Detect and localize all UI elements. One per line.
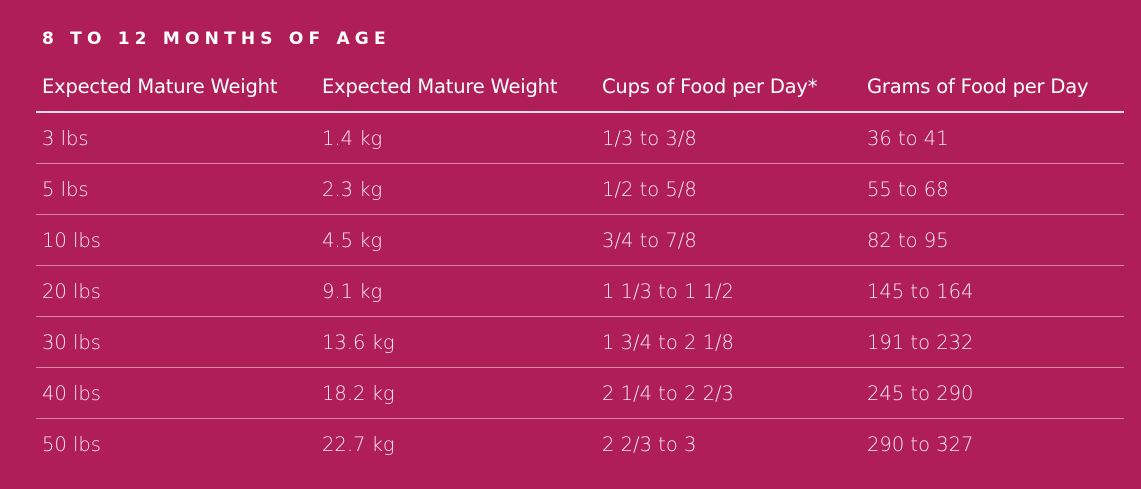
cell-cups: 3/4 to 7/8 bbox=[596, 214, 861, 266]
header-cups-per-day: Cups of Food per Day* bbox=[596, 62, 861, 113]
table-row: 20 lbs 9.1 kg 1 1/3 to 1 1/2 145 to 164 bbox=[36, 265, 1124, 317]
cell-cups: 1/2 to 5/8 bbox=[596, 163, 861, 215]
cell-weight-kg: 13.6 kg bbox=[316, 316, 596, 368]
table-row: 5 lbs 2.3 kg 1/2 to 5/8 55 to 68 bbox=[36, 163, 1124, 215]
cell-weight-lbs: 20 lbs bbox=[36, 265, 316, 317]
header-mature-weight-kg: Expected Mature Weight bbox=[316, 62, 596, 113]
cell-grams: 82 to 95 bbox=[861, 214, 1124, 266]
table-row: 30 lbs 13.6 kg 1 3/4 to 2 1/8 191 to 232 bbox=[36, 316, 1124, 368]
table-row: 10 lbs 4.5 kg 3/4 to 7/8 82 to 95 bbox=[36, 214, 1124, 266]
cell-weight-lbs: 3 lbs bbox=[36, 112, 316, 164]
cell-weight-lbs: 30 lbs bbox=[36, 316, 316, 368]
cell-cups: 1 1/3 to 1 1/2 bbox=[596, 265, 861, 317]
cell-grams: 290 to 327 bbox=[867, 432, 974, 456]
table-header-row: Expected Mature Weight Expected Mature W… bbox=[36, 62, 1124, 113]
feeding-table: Expected Mature Weight Expected Mature W… bbox=[36, 62, 1124, 469]
cell-grams: 36 to 41 bbox=[861, 112, 1124, 164]
header-grams-per-day: Grams of Food per Day bbox=[861, 62, 1124, 113]
cell-cups: 1 3/4 to 2 1/8 bbox=[596, 316, 861, 368]
cell-grams: 55 to 68 bbox=[861, 163, 1124, 215]
cell-weight-lbs: 10 lbs bbox=[36, 214, 316, 266]
table-row: 3 lbs 1.4 kg 1/3 to 3/8 36 to 41 bbox=[36, 112, 1124, 164]
table-row: 40 lbs 18.2 kg 2 1/4 to 2 2/3 245 to 290 bbox=[36, 367, 1124, 419]
cell-weight-kg: 18.2 kg bbox=[316, 367, 596, 419]
cell-weight-kg: 2.3 kg bbox=[316, 163, 596, 215]
cell-weight-lbs: 5 lbs bbox=[36, 163, 316, 215]
cell-weight-lbs: 50 lbs bbox=[42, 432, 101, 456]
section-title: 8 TO 12 MONTHS OF AGE bbox=[42, 29, 391, 49]
cell-weight-kg: 4.5 kg bbox=[316, 214, 596, 266]
cell-weight-kg: 1.4 kg bbox=[316, 112, 596, 164]
feeding-chart-panel: 8 TO 12 MONTHS OF AGE Expected Mature We… bbox=[36, 0, 1124, 489]
cell-cups: 2 2/3 to 3 bbox=[602, 432, 697, 456]
table-row: 50 lbs 22.7 kg 2 2/3 to 3 290 to 327 bbox=[36, 419, 1124, 470]
cell-weight-kg: 9.1 kg bbox=[316, 265, 596, 317]
cell-weight-lbs: 40 lbs bbox=[36, 367, 316, 419]
cell-weight-kg: 22.7 kg bbox=[322, 432, 395, 456]
cell-cups: 2 1/4 to 2 2/3 bbox=[596, 367, 861, 419]
cell-grams: 191 to 232 bbox=[861, 316, 1124, 368]
cell-grams: 145 to 164 bbox=[861, 265, 1124, 317]
cell-grams: 245 to 290 bbox=[861, 367, 1124, 419]
cell-cups: 1/3 to 3/8 bbox=[596, 112, 861, 164]
header-mature-weight-lbs: Expected Mature Weight bbox=[36, 62, 316, 113]
